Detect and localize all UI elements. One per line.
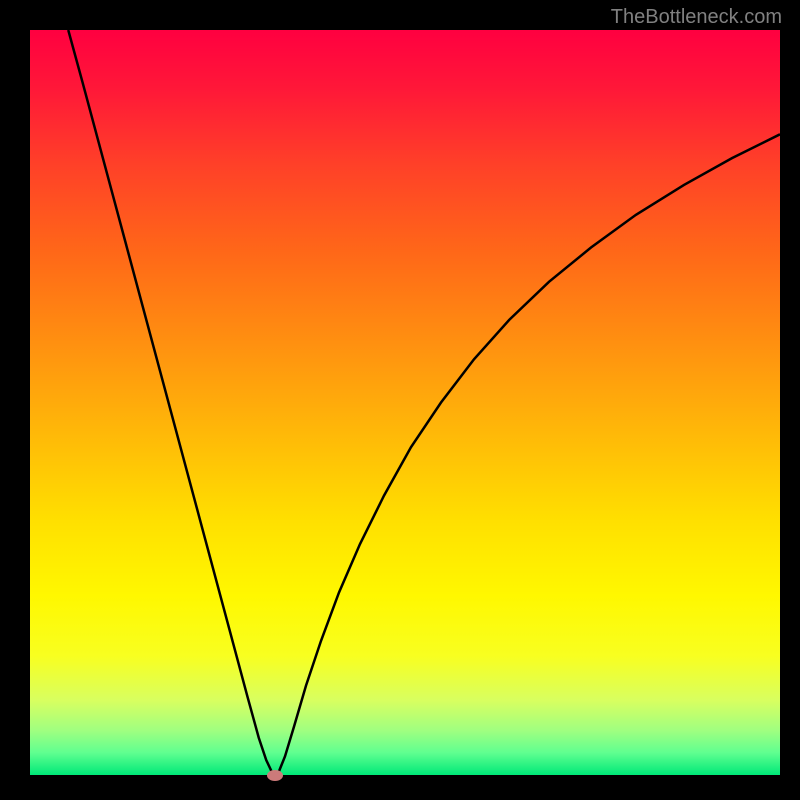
plot-area bbox=[30, 30, 780, 775]
minimum-marker bbox=[267, 770, 283, 781]
curve-line bbox=[30, 30, 780, 775]
watermark-text: TheBottleneck.com bbox=[611, 6, 782, 29]
chart-container: TheBottleneck.com bbox=[0, 0, 800, 800]
